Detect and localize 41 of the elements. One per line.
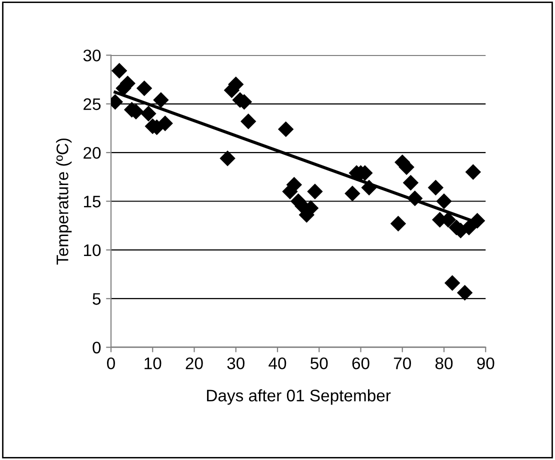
y-tick-label: 0 xyxy=(92,342,101,354)
x-tick-label: 40 xyxy=(268,357,286,370)
y-tick-label: 5 xyxy=(92,293,101,305)
point xyxy=(278,122,294,137)
y-tick-label: 30 xyxy=(83,50,101,62)
x-tick-label: 30 xyxy=(227,357,244,370)
y-tick-label: 15 xyxy=(84,196,101,208)
point xyxy=(158,116,173,131)
point xyxy=(362,180,377,196)
point xyxy=(344,186,360,202)
point xyxy=(140,106,156,122)
x-tick-label: 80 xyxy=(435,357,453,370)
point xyxy=(220,150,236,166)
x-tick-label: 50 xyxy=(310,357,328,370)
point xyxy=(428,180,444,196)
point xyxy=(444,275,460,291)
point xyxy=(307,184,323,200)
point xyxy=(457,285,472,300)
x-axis-title: Days after 01 September xyxy=(207,389,391,405)
y-tick-label: 20 xyxy=(84,146,101,159)
point xyxy=(466,164,481,180)
point xyxy=(461,220,477,236)
point xyxy=(436,194,452,209)
point xyxy=(403,175,418,190)
point xyxy=(153,92,169,108)
point xyxy=(390,216,406,232)
point xyxy=(240,114,256,129)
point xyxy=(136,80,152,96)
x-tick-label: 70 xyxy=(394,357,411,370)
x-tick-label: 90 xyxy=(477,357,494,370)
point xyxy=(112,63,127,78)
y-tick-label: 10 xyxy=(84,244,101,256)
point xyxy=(470,213,485,228)
x-tick-label: 20 xyxy=(186,357,203,370)
y-tick-label: 25 xyxy=(84,98,101,110)
x-tick-label: 0 xyxy=(107,357,115,370)
x-tick-label: 10 xyxy=(144,357,162,370)
y-axis-title: Temperature (ºC) xyxy=(56,138,72,265)
x-tick-label: 60 xyxy=(352,357,370,370)
point xyxy=(407,190,422,206)
point xyxy=(286,177,302,192)
